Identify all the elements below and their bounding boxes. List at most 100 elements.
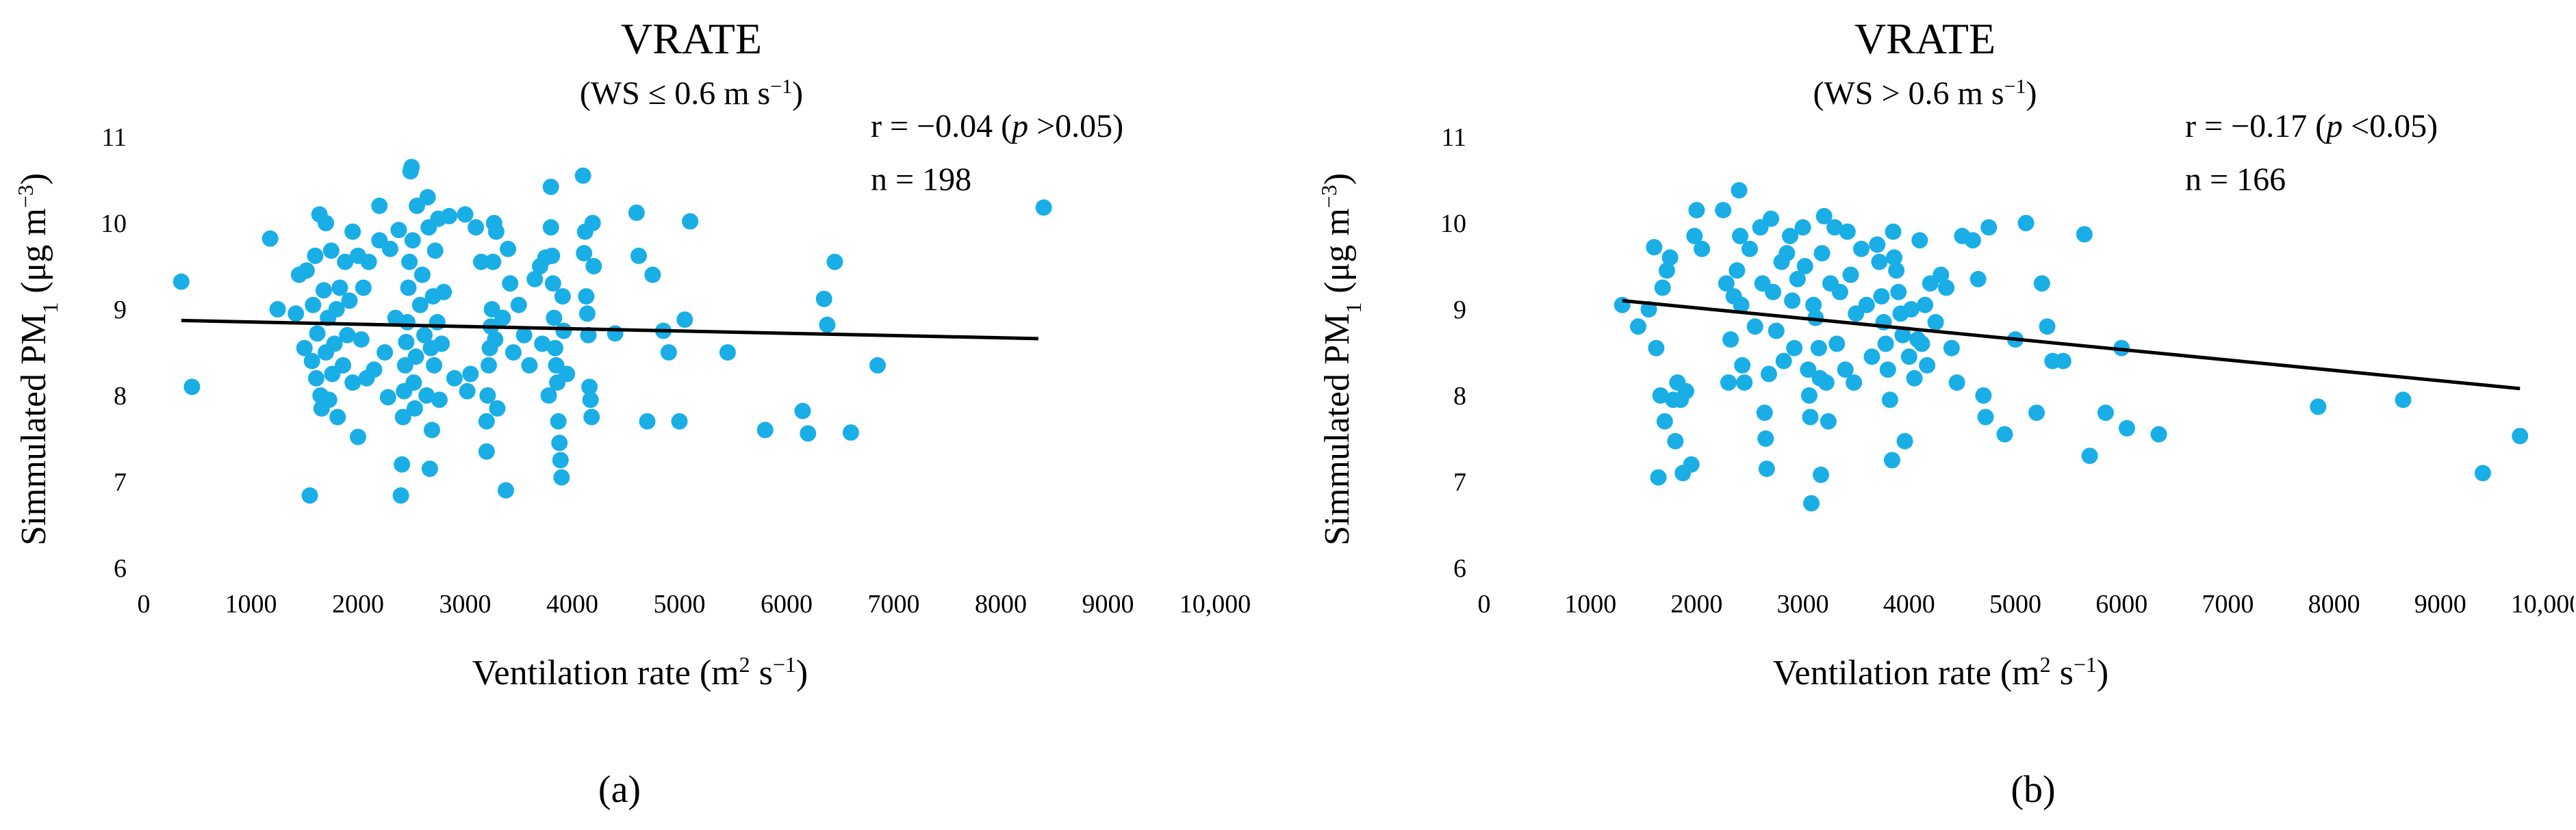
chart-b-data-point	[2081, 448, 2098, 465]
chart-b-data-point	[1796, 258, 1813, 274]
chart-a-data-point	[381, 240, 398, 257]
chart-b-data-point	[1879, 361, 1896, 378]
chart-a-data-point	[485, 253, 502, 270]
chart-b-data-point	[1964, 232, 1981, 249]
chart-a-data-point	[515, 326, 533, 343]
chart-a-data-point	[435, 283, 452, 300]
chart-a-y-tick-label: 7	[114, 468, 127, 497]
chart-a-data-point	[585, 258, 602, 274]
chart-b-data-point	[1794, 219, 1811, 236]
chart-a-data-point	[353, 331, 370, 348]
chart-a-data-point	[660, 344, 677, 361]
chart-b-data-point	[1746, 318, 1763, 335]
chart-b-data-point	[1760, 365, 1777, 382]
chart-a-data-point	[578, 288, 595, 305]
chart-a-data-point	[366, 361, 383, 378]
chart-a-data-point	[401, 253, 418, 270]
chart-a-data-point	[584, 215, 601, 231]
chart-b-data-point	[1648, 339, 1665, 356]
chart-b-data-point	[2097, 404, 2114, 422]
chart-b-data-point	[1873, 288, 1890, 305]
chart-b-data-point	[2017, 215, 2035, 231]
chart-a-data-point	[303, 352, 320, 369]
chart-b-x-tick-label: 9000	[2414, 590, 2466, 619]
chart-b-data-point	[2474, 465, 2491, 482]
chart-b-data-point	[2033, 275, 2050, 292]
chart-a-data-point	[441, 207, 458, 224]
chart-a-data-point	[371, 197, 388, 214]
chart-a-data-point	[500, 240, 517, 257]
chart-b-data-point	[1805, 296, 1822, 313]
chart-b-data-point	[1852, 240, 1870, 257]
chart-a-data-point	[341, 292, 358, 309]
chart-a-data-point	[307, 247, 324, 264]
chart-b-data-point	[1810, 339, 1827, 356]
chart-a-data-point	[288, 305, 305, 322]
chart-b-data-point	[1886, 249, 1903, 266]
chart-a-x-axis-label: Ventilation rate (m2 s−1)	[472, 652, 808, 692]
chart-b-subtitle: (WS > 0.6 m s−1)	[1813, 75, 2037, 112]
chart-b-data-point	[1900, 348, 1917, 365]
chart-a-data-point	[534, 335, 551, 352]
chart-b-data-point	[1913, 335, 1930, 352]
chart-a-data-point	[315, 282, 332, 299]
chart-a-data-point	[173, 273, 190, 290]
chart-a-data-point	[360, 253, 377, 270]
chart-b-data-point	[2512, 428, 2529, 445]
chart-a-stat-r: r = −0.04 (p >0.05)	[871, 108, 1123, 144]
chart-a-data-point	[426, 242, 444, 259]
chart-a-data-point	[418, 387, 435, 404]
chart-a-y-tick-label: 6	[114, 554, 127, 583]
chart-a-data-point	[478, 413, 495, 430]
chart-a-data-point	[794, 402, 811, 419]
chart-b-data-point	[1778, 245, 1796, 262]
chart-a-data-point	[407, 348, 424, 365]
chart-a-data-point	[756, 422, 774, 439]
chart-a-data-point	[487, 223, 505, 240]
chart-a-data-point	[607, 325, 624, 342]
chart-a-data-point	[550, 413, 567, 430]
chart-b-data-point	[1975, 387, 1992, 404]
chart-b-y-tick-label: 10	[1440, 209, 1466, 238]
chart-a-stat-n: n = 198	[871, 161, 971, 198]
chart-b-x-tick-label: 10,000	[2511, 590, 2574, 619]
chart-a-data-point	[331, 279, 348, 296]
chart-a-data-point	[546, 339, 563, 356]
chart-b-data-point	[1734, 356, 1751, 374]
chart-a-data-point	[394, 456, 411, 473]
chart-b-title: VRATE	[1854, 14, 1995, 63]
chart-b-data-point	[1943, 339, 1960, 356]
chart-a-title: VRATE	[621, 14, 762, 63]
chart-b-y-axis-label: Simmulated PM1 (μg m−3)	[1316, 173, 1366, 546]
chart-a-data-point	[459, 382, 476, 400]
chart-a-data-point	[682, 213, 699, 230]
chart-b-data-point	[1715, 202, 1732, 219]
chart-a-data-point	[580, 326, 597, 343]
chart-a-y-tick-label: 9	[114, 296, 127, 324]
chart-b-data-point	[1731, 182, 1748, 199]
chart-a-data-point	[578, 305, 596, 322]
chart-a-data-point	[582, 391, 599, 408]
chart-b-trendline	[1622, 298, 2521, 391]
chart-b-data-point	[1890, 283, 1907, 300]
chart-a-data-point	[497, 482, 514, 499]
chart-a-data-point	[326, 335, 343, 352]
chart-b-data-point	[1938, 279, 1955, 296]
chart-a-data-point	[413, 266, 431, 283]
chart-b-data-point	[1871, 253, 1888, 270]
chart-b-data-point	[1763, 210, 1780, 227]
chart-a-x-tick-label: 6000	[761, 590, 813, 619]
chart-b-data-point	[1729, 262, 1746, 279]
chart-a-data-point	[826, 253, 843, 270]
chart-a-x-tick-label: 1000	[225, 590, 277, 619]
chart-b-data-point	[1781, 227, 1798, 244]
chart-a-data-point	[390, 222, 407, 239]
chart-b-x-tick-label: 5000	[1989, 590, 2041, 619]
chart-b-data-point	[1902, 301, 1920, 317]
chart-a-data-point	[502, 275, 519, 292]
chart-a-x-ticks: 0 1000 2000 3000 4000 5000 6000 7000 8000 9000 10,…	[138, 590, 1251, 619]
chart-a-data-point	[183, 378, 201, 395]
chart-a-data-point	[298, 262, 315, 279]
chart-b-data-point	[1650, 469, 1667, 486]
chart-a-data-point	[546, 309, 563, 326]
